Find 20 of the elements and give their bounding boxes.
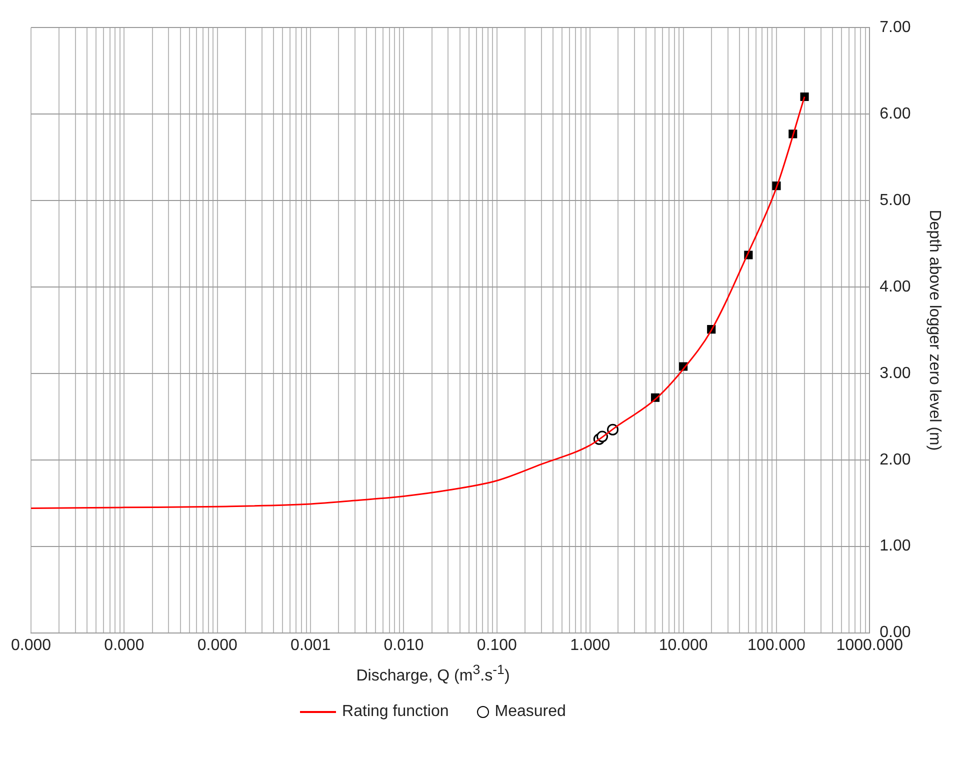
x-tick-label: 0.000	[10, 636, 52, 654]
x-tick-label: 1.000	[570, 636, 610, 654]
legend-label: Measured	[494, 703, 566, 722]
y-tick-label: 4.00	[880, 278, 911, 296]
y-tick-label: 3.00	[880, 364, 911, 382]
x-tick-label: 0.001	[290, 636, 331, 654]
y-tick-label: 7.00	[880, 19, 911, 36]
x-tick-label: 0.010	[384, 636, 424, 654]
y-tick-label: 2.00	[880, 451, 911, 468]
y-axis-title: Depth above logger zero level (m)	[926, 210, 943, 451]
y-tick-label: 6.00	[880, 105, 911, 122]
x-axis-title: Discharge, Q (m$^{3}$.s$^{-1}$)	[355, 662, 511, 686]
y-tick-label: 5.00	[880, 192, 911, 209]
x-tick-label: 10.000	[658, 636, 708, 654]
legend-label: Rating function	[342, 703, 449, 722]
x-tick-label: 0.100	[476, 636, 518, 654]
x-tick-label: 0.000	[197, 636, 238, 654]
y-tick-label: 1.00	[880, 538, 911, 555]
x-tick-label: 0.000	[104, 636, 144, 654]
x-tick-label: 100.000	[748, 636, 806, 654]
